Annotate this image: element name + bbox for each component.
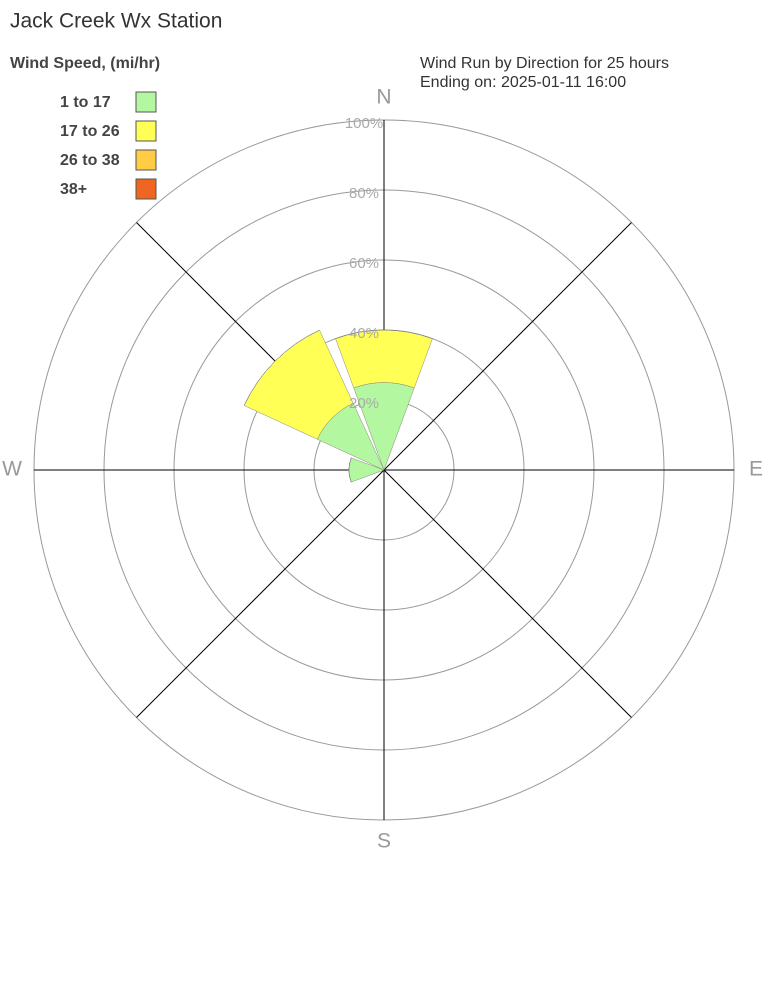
r-tick-label: 100% xyxy=(345,115,383,132)
wedge xyxy=(335,329,433,339)
legend-label: 1 to 17 xyxy=(60,94,111,111)
legend-swatch xyxy=(135,178,157,200)
wedge xyxy=(348,457,352,483)
compass-label: S xyxy=(377,830,391,853)
legend-title: Wind Speed, (mi/hr) xyxy=(10,55,160,72)
r-tick-label: 60% xyxy=(349,255,379,272)
legend-label: 26 to 38 xyxy=(60,152,120,169)
compass-label: W xyxy=(2,458,22,481)
legend-swatch xyxy=(135,91,157,113)
r-tick-label: 80% xyxy=(349,185,379,202)
wedge xyxy=(243,329,320,406)
chart-title: Jack Creek Wx Station xyxy=(10,10,222,33)
r-tick-label: 20% xyxy=(349,395,379,412)
legend-swatch xyxy=(135,120,157,142)
subtitle: Ending on: 2025-01-11 16:00 xyxy=(420,74,626,91)
spoke xyxy=(383,469,632,718)
compass-label: N xyxy=(376,86,391,109)
r-tick-label: 40% xyxy=(349,325,379,342)
legend-label: 17 to 26 xyxy=(60,123,120,140)
legend-label: 38+ xyxy=(60,181,87,198)
legend-swatch xyxy=(135,149,157,171)
spoke xyxy=(383,222,632,471)
spoke xyxy=(136,469,385,718)
compass-label: E xyxy=(749,458,763,481)
subtitle: Wind Run by Direction for 25 hours xyxy=(420,55,669,72)
